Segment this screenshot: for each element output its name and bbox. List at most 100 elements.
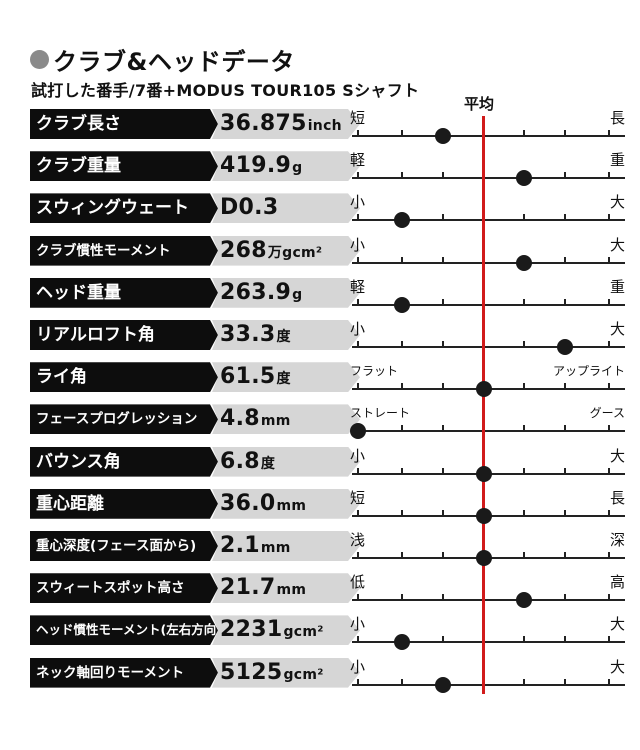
scale-tick (357, 130, 359, 136)
row-value: 6.8度 (220, 448, 276, 474)
row-label: スウィングウェート (36, 198, 189, 219)
scale-axis (352, 346, 625, 348)
scale-left-label: 浅 (350, 531, 366, 549)
row-value-box: 263.9g (212, 277, 360, 308)
scale-axis (352, 599, 625, 602)
row-scale: 小大 (350, 232, 625, 271)
scale-left-label: 低 (350, 573, 366, 592)
scale-tick (564, 509, 567, 516)
row-label-box: フェースプログレッション (30, 404, 218, 435)
scale-tick (357, 298, 359, 305)
row-scale: 短長 (350, 105, 625, 144)
row-value-box: 2.1mm (212, 531, 360, 561)
row-label: ヘッド慣性モーメント(左右方向) (36, 622, 222, 638)
data-point (393, 634, 410, 651)
row-unit: 度 (276, 371, 291, 388)
scale-axis (352, 430, 625, 433)
row-scale: 軽重 (350, 274, 625, 313)
scale-tick (400, 678, 403, 685)
row-value-box: 419.9g (212, 151, 360, 182)
scale-axis (352, 641, 625, 644)
chart-subtitle: 試打した番手/7番+MODUS TOUR105 Sシャフト (31, 81, 420, 100)
row-unit: gcm² (283, 666, 324, 683)
row-value-box: 36.0mm (212, 488, 360, 519)
average-line (482, 116, 485, 694)
chart-title-row: クラブ&ヘッドデータ (30, 42, 295, 77)
scale-tick (608, 552, 610, 558)
scale-tick (564, 425, 567, 432)
scale-tick (608, 341, 610, 347)
row-label-box: ヘッド慣性モーメント(左右方向) (30, 615, 218, 646)
row-value-box: 5125gcm² (212, 657, 360, 688)
scale-tick (441, 256, 444, 263)
row-scale: 短長 (350, 485, 625, 524)
scale-tick (357, 383, 359, 390)
row-value: 2231gcm² (220, 617, 324, 643)
scale-right-label: グース (589, 406, 625, 421)
data-point (393, 296, 410, 313)
row-label-box: クラブ慣性モーメント (30, 235, 218, 266)
scale-right-label: 大 (609, 235, 625, 254)
scale-tick (523, 509, 526, 516)
row-scale: 浅深 (350, 527, 625, 566)
row-label-box: ネック軸回りモーメント (30, 657, 218, 688)
row-value-box: 6.8度 (212, 446, 360, 477)
data-point (475, 550, 492, 566)
scale-tick (564, 467, 567, 474)
row-value-box: 21.7mm (212, 573, 360, 604)
scale-tick (357, 636, 359, 643)
row-label: クラブ重量 (36, 156, 121, 177)
bullet-dot-icon (30, 50, 49, 69)
scale-tick (441, 341, 444, 347)
scale-tick (564, 594, 567, 601)
row-value: 33.3度 (220, 322, 291, 347)
scale-tick (400, 341, 403, 347)
scale-tick (441, 636, 444, 643)
row-label: ヘッド重量 (36, 282, 121, 303)
scale-tick (564, 678, 567, 685)
row-value-box: 268万gcm² (212, 235, 360, 266)
row-label-box: バウンス角 (30, 446, 218, 477)
data-point (393, 212, 410, 229)
chart-row: ライ角 61.5度 フラット アップライト (30, 358, 625, 398)
scale-tick (400, 467, 403, 474)
row-label: ライ角 (36, 367, 87, 388)
scale-left-label: 小 (350, 235, 366, 254)
scale-right-label: 高 (609, 573, 625, 592)
data-point (350, 423, 366, 440)
chart-row: ヘッド重量 263.9g 軽重 (30, 274, 625, 313)
row-unit: g (292, 286, 303, 303)
scale-tick (523, 678, 526, 685)
scale-tick (357, 341, 359, 347)
scale-axis (352, 261, 625, 264)
scale-tick (441, 214, 444, 221)
row-scale: 小大 (350, 443, 625, 482)
row-unit: 度 (276, 329, 291, 345)
row-label: ネック軸回りモーメント (36, 664, 184, 681)
scale-tick (564, 172, 567, 179)
scale-right-label: 大 (609, 615, 625, 634)
scale-tick (608, 678, 610, 685)
scale-tick (608, 298, 610, 305)
scale-left-label: フラット (350, 364, 399, 379)
scale-tick (523, 467, 526, 474)
row-label: バウンス角 (36, 451, 121, 472)
scale-tick (400, 172, 403, 179)
row-value-box: 61.5度 (212, 362, 360, 393)
chart-title: クラブ&ヘッドデータ (53, 48, 295, 76)
scale-tick (523, 552, 526, 558)
row-label: 重心距離 (36, 493, 104, 514)
row-value: 36.0mm (220, 490, 307, 516)
scale-tick (441, 552, 444, 558)
row-value: 268万gcm² (220, 237, 323, 263)
row-unit: 度 (260, 455, 276, 472)
row-scale: 小大 (350, 611, 625, 651)
scale-tick (564, 383, 567, 390)
row-unit: mm (276, 497, 307, 514)
scale-left-label: 短 (350, 109, 366, 127)
data-point (475, 507, 492, 524)
scale-tick (357, 594, 359, 601)
scale-right-label: 大 (609, 657, 625, 676)
row-value: 21.7mm (220, 575, 307, 601)
scale-tick (608, 172, 610, 179)
